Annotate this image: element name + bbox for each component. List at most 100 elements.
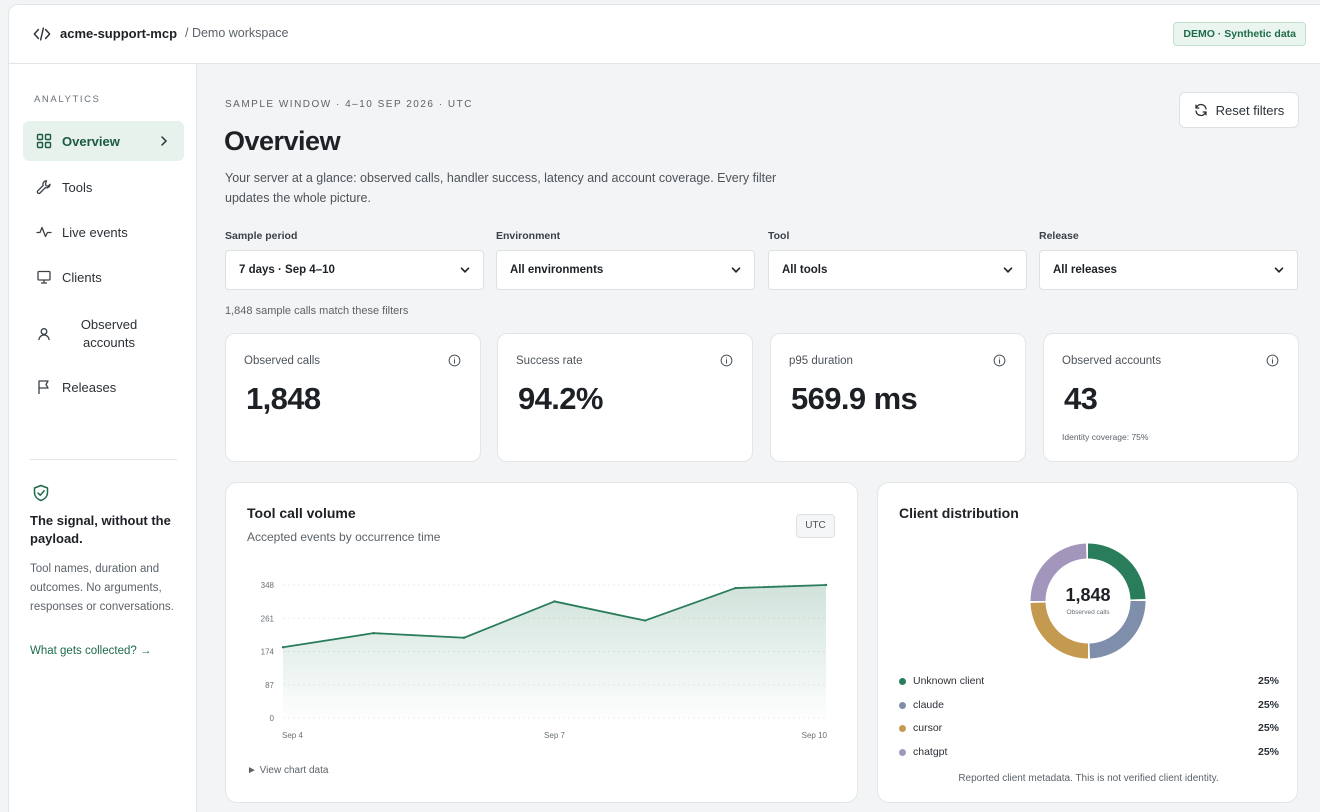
release-select[interactable]: All releases (1039, 250, 1298, 290)
sidebar-item-releases[interactable]: Releases (23, 367, 184, 407)
refresh-icon (1195, 103, 1207, 117)
page-description: Your server at a glance: observed calls,… (225, 171, 777, 205)
legend-swatch (899, 725, 906, 733)
reset-filters-button[interactable]: Reset filters (1179, 92, 1299, 128)
page-title: Overview (224, 126, 341, 156)
sidebar-item-overview[interactable]: Overview (23, 121, 184, 161)
sidebar-heading: ANALYTICS (34, 94, 101, 105)
kpi-value: 94.2% (518, 381, 604, 416)
y-tick-label: 174 (261, 648, 275, 657)
sidebar-item-label: Releases (62, 379, 117, 395)
legend-label: chatgpt (913, 746, 948, 759)
y-tick-label: 348 (261, 581, 275, 590)
sidebar-item-tools[interactable]: Tools (23, 167, 184, 207)
what-gets-collected-link[interactable]: What gets collected? → (30, 645, 152, 657)
volume-point[interactable] (824, 583, 828, 587)
donut-slice[interactable] (1089, 600, 1146, 659)
sample-window-label: SAMPLE WINDOW · 4–10 SEP 2026 · UTC (225, 99, 473, 110)
legend-swatch (899, 678, 906, 685)
legend-label: claude (913, 698, 944, 711)
sidebar-divider (30, 459, 177, 460)
kpi-label: Observed accounts (1062, 355, 1162, 367)
volume-point[interactable] (643, 619, 647, 622)
privacy-promo-title: The signal, without the payload. (30, 513, 171, 546)
filter-release: Release All releases (1039, 230, 1298, 290)
chevron-down-icon (731, 267, 741, 273)
chevron-right-icon (161, 136, 168, 146)
kpi-label: p95 duration (789, 355, 853, 367)
x-tick-label: Sep 10 (802, 731, 828, 740)
volume-point[interactable] (372, 631, 375, 635)
sidebar-item-label: Tools (62, 179, 93, 195)
legend-percent: 25% (1257, 698, 1279, 711)
sidebar-item-label: Clients (62, 269, 102, 285)
sidebar-item-label: Observed accounts (80, 317, 138, 350)
x-tick-label: Sep 4 (282, 731, 303, 740)
volume-point[interactable] (281, 646, 285, 649)
y-tick-label: 261 (261, 614, 275, 623)
chevron-down-icon (460, 267, 470, 273)
legend-item: Unknown client 25% (899, 674, 1279, 690)
kpi-value: 1,848 (246, 381, 321, 416)
client-metadata-note: Reported client metadata. This is not ve… (958, 773, 1219, 784)
sidebar-item-observed-accounts[interactable]: Observed accounts (23, 310, 184, 358)
legend-swatch (899, 749, 906, 757)
kpi-observed-calls: Observed calls 1,848 (225, 333, 481, 462)
volume-point[interactable] (734, 586, 737, 590)
user-icon (38, 328, 50, 341)
filter-label: Release (1039, 230, 1079, 242)
sidebar: ANALYTICS Overview Tools Live events Cli… (8, 64, 197, 812)
volume-point[interactable] (462, 636, 466, 639)
grid-icon (36, 133, 52, 149)
y-tick-label: 0 (270, 714, 275, 723)
sidebar-item-label: Overview (62, 133, 120, 149)
sidebar-item-clients[interactable]: Clients (23, 257, 184, 297)
client-donut-chart: 1,848 Observed calls (1030, 543, 1146, 659)
sample-period-select[interactable]: 7 days · Sep 4–10 (225, 250, 484, 290)
sidebar-item-live-events[interactable]: Live events (23, 212, 184, 252)
legend-percent: 25% (1257, 722, 1279, 735)
donut-center-label: Observed calls (1067, 609, 1111, 616)
filter-label: Sample period (225, 230, 298, 242)
donut-slice[interactable] (1030, 543, 1087, 602)
legend-label: cursor (913, 722, 943, 735)
legend-item: cursor 25% (899, 721, 1279, 737)
info-icon[interactable] (1266, 354, 1279, 367)
select-value: All environments (510, 264, 604, 276)
y-tick-label: 87 (265, 681, 274, 690)
demo-badge: DEMO · Synthetic data (1173, 22, 1306, 46)
legend-percent: 25% (1257, 746, 1279, 759)
chevron-down-icon (1003, 267, 1013, 273)
app-name[interactable]: acme-support-mcp (60, 26, 178, 41)
kpi-value: 569.9 ms (791, 381, 918, 416)
filter-label: Environment (496, 230, 561, 242)
donut-center-value: 1,848 (1065, 585, 1110, 605)
card-title: Tool call volume (247, 505, 356, 521)
info-icon[interactable] (993, 354, 1006, 367)
sidebar-item-label: Live events (62, 224, 128, 240)
tool-select[interactable]: All tools (768, 250, 1027, 290)
info-icon[interactable] (448, 354, 461, 367)
select-value: All tools (782, 264, 828, 276)
kpi-label: Observed calls (244, 355, 321, 367)
info-icon[interactable] (720, 354, 733, 367)
kpi-value: 43 (1064, 381, 1098, 416)
top-bar: acme-support-mcp / Demo workspace DEMO ·… (8, 4, 1320, 64)
legend-swatch (899, 701, 906, 709)
environment-select[interactable]: All environments (496, 250, 755, 290)
kpi-success-rate: Success rate 94.2% (497, 333, 753, 462)
flag-icon (38, 380, 49, 394)
view-chart-data-toggle[interactable]: ► View chart data (247, 765, 329, 776)
donut-slice[interactable] (1087, 543, 1146, 600)
select-value: All releases (1053, 264, 1117, 276)
breadcrumb-workspace[interactable]: / Demo workspace (185, 26, 289, 40)
chevron-down-icon (1274, 267, 1284, 273)
volume-area (283, 585, 826, 718)
main-content: SAMPLE WINDOW · 4–10 SEP 2026 · UTC Rese… (197, 64, 1320, 812)
volume-chart: 0 87 174 261 348 Sep 4 Sep 7 Sep 10 (261, 581, 828, 740)
donut-slice[interactable] (1030, 602, 1089, 659)
select-value: 7 days · Sep 4–10 (239, 264, 335, 276)
wrench-icon (36, 180, 51, 195)
timezone-badge: UTC (796, 514, 835, 538)
volume-point[interactable] (553, 600, 556, 603)
